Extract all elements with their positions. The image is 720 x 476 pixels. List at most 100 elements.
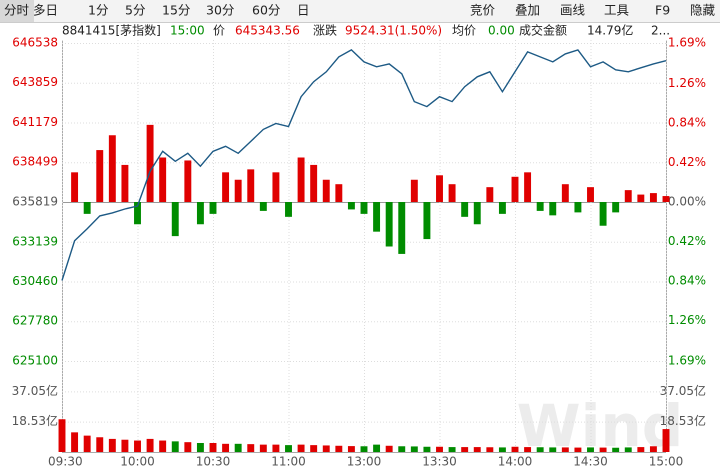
volume-bar [347,446,355,452]
y-tick-label: 643859 [12,75,58,89]
x-tick-label: 14:30 [573,455,608,469]
volume-bar [297,444,305,452]
y-tick-label: 633139 [12,234,58,248]
toolbar-tab[interactable]: 15分 [162,3,190,18]
volume-bar [612,447,620,452]
volume-bar [662,429,670,452]
toolbar-button[interactable]: 隐藏 [690,3,716,18]
x-tick-label: 14:00 [498,455,533,469]
force-bar [662,196,670,202]
force-bar [373,202,381,232]
volume-bar [209,442,217,452]
volume-bar [196,442,204,452]
y2-tick-label: 0.00% [668,195,706,209]
y-tick-label: 625100 [12,354,58,368]
force-bar [209,202,217,214]
volume-bar [599,447,607,452]
force-bar [549,202,557,216]
force-bar [498,202,506,214]
toolbar-tab[interactable]: 日 [297,3,310,18]
force-bar [96,150,104,202]
header-change-label: 涨跌 [313,23,337,38]
header-time: 15:00 [170,24,205,38]
y2-tick-label: 1.26% [668,76,706,90]
force-bar [222,172,230,202]
volume-bar [524,447,532,452]
force-bar [436,175,443,202]
header-change: 9524.31(1.50%) [345,24,442,38]
header-code: 8841415[茅指数] [62,23,161,38]
volume-bar [587,447,594,452]
volume-bar [561,447,569,452]
force-bar [335,184,343,202]
force-bar [347,202,355,210]
volume-bar [360,446,368,452]
volume-bar [549,447,557,452]
header-amount: 14.79亿 [587,23,633,38]
volume-bar [108,438,116,452]
volume-bar [146,438,154,452]
toolbar-button[interactable]: 竞价 [470,3,496,18]
volume-bar [410,446,418,452]
volume-bar [473,447,481,452]
toolbar-tab[interactable]: 多日 [33,3,58,18]
force-bar [536,202,544,211]
toolbar-bg [0,0,720,22]
force-bar [121,164,129,202]
y-tick-label: 627780 [12,314,58,328]
toolbar-button[interactable]: 画线 [560,3,586,18]
force-bar [146,124,154,202]
force-bar [285,202,292,217]
volume-tick-label-right: 18.53亿 [660,413,706,428]
toolbar-tab[interactable]: 1分 [88,3,108,18]
force-bar [561,184,569,202]
force-bar [473,202,481,225]
force-bar [159,157,167,202]
force-bar [297,157,305,202]
volume-bar [159,440,167,452]
y-tick-label: 646538 [12,36,58,50]
toolbar-button[interactable]: F9 [655,3,670,18]
header-amount-label: 成交金额 [519,23,567,38]
volume-bar [385,445,393,452]
y2-tick-label: 0.84% [668,274,706,288]
volume-bar [234,443,242,452]
volume-bar [486,447,494,452]
force-bar [486,187,494,202]
x-tick-label: 10:00 [120,455,155,469]
volume-bar [423,446,431,452]
force-bar [385,202,393,247]
volume-bar [184,442,192,452]
force-bar [196,202,204,225]
volume-bar [259,444,267,452]
toolbar-tab[interactable]: 分时 [4,3,30,18]
volume-bar [574,447,582,452]
toolbar-button[interactable]: 工具 [604,3,630,18]
volume-bar [335,445,343,452]
toolbar-button[interactable]: 叠加 [515,3,540,18]
y-tick-label: 638499 [12,155,58,169]
volume-bar [398,446,406,452]
volume-bar [134,440,141,452]
toolbar-tab[interactable]: 60分 [252,3,280,18]
force-bar [310,164,318,202]
volume-bar [498,447,506,452]
toolbar-tab[interactable]: 5分 [125,3,145,18]
force-bar [322,179,330,202]
force-bar [184,160,192,202]
y2-tick-label: 0.42% [668,234,706,248]
force-bar [83,202,91,214]
force-bar [71,172,79,202]
volume-bar [310,445,318,452]
volume-bar [649,446,657,452]
force-bar [259,202,267,211]
volume-bar [58,419,66,452]
volume-bar [461,447,469,452]
volume-tick-label: 37.05亿 [12,383,58,398]
force-bar [612,202,620,213]
force-bar [134,202,141,225]
header-more: 2... [651,24,670,38]
volume-bar [448,447,456,452]
toolbar-tab[interactable]: 30分 [206,3,234,18]
force-bar [398,202,406,254]
